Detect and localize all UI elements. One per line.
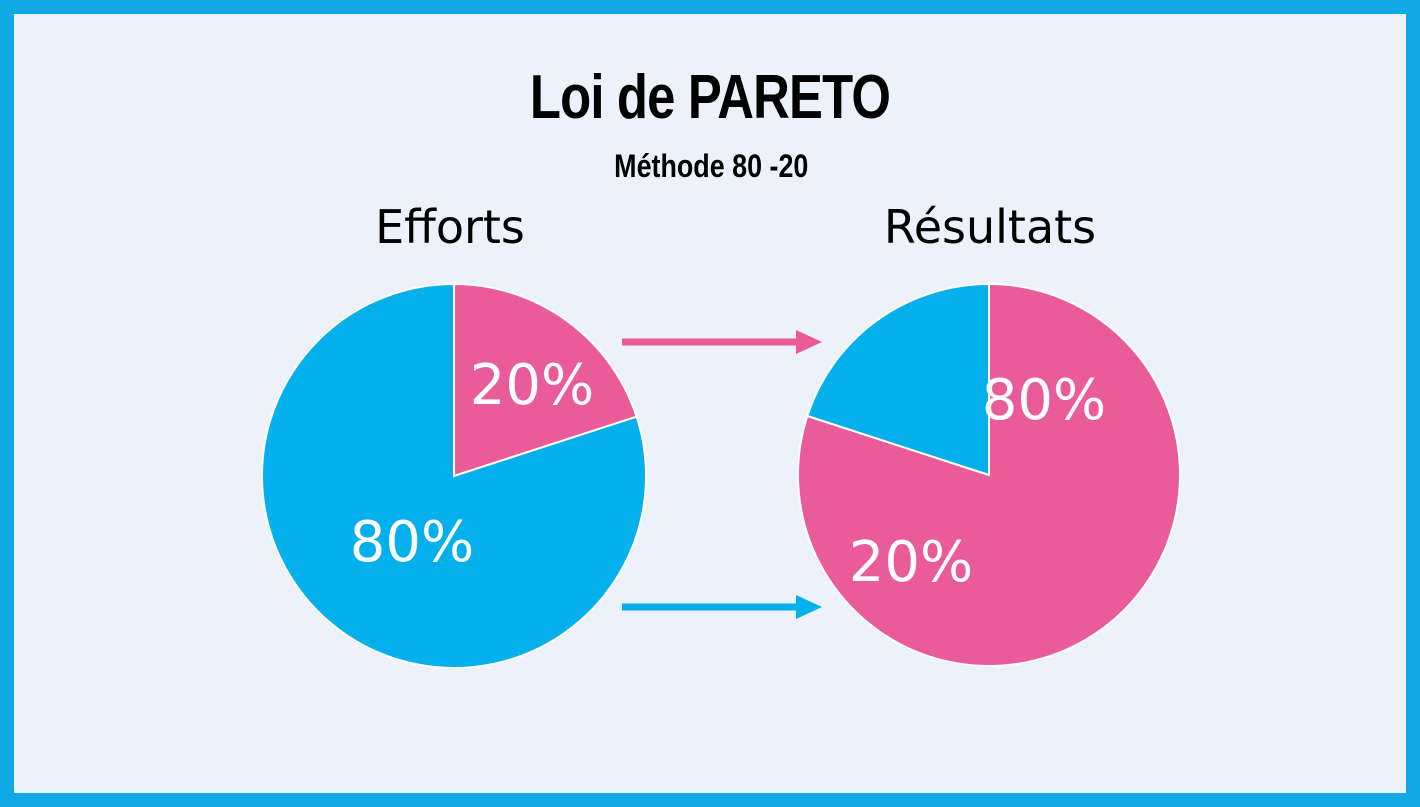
arrow-right-icon (622, 330, 822, 354)
results-slice-80 (797, 282, 1181, 667)
efforts-slice-80 (261, 282, 647, 669)
efforts-heading: Efforts (375, 200, 525, 254)
results-slice-20 (806, 282, 990, 477)
efforts-label-20: 20% (470, 353, 594, 418)
results-label-80: 80% (982, 368, 1106, 433)
efforts-label-80: 80% (350, 510, 474, 575)
results-heading: Résultats (883, 200, 1097, 254)
arrow-right-icon (622, 595, 822, 619)
page-title: Loi de PARETO (529, 63, 891, 132)
efforts-slice-20 (453, 282, 638, 478)
results-pie: 80% 20% (797, 282, 1181, 667)
pareto-diagram: 20% 80% 80% 20% (261, 282, 1181, 669)
efforts-pie: 20% 80% (261, 282, 647, 669)
page-subtitle: Méthode 80 -20 (614, 148, 809, 184)
results-label-20: 20% (849, 530, 973, 595)
